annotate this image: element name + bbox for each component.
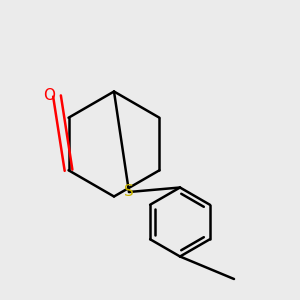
Text: O: O [44,88,56,104]
Text: S: S [124,184,134,200]
